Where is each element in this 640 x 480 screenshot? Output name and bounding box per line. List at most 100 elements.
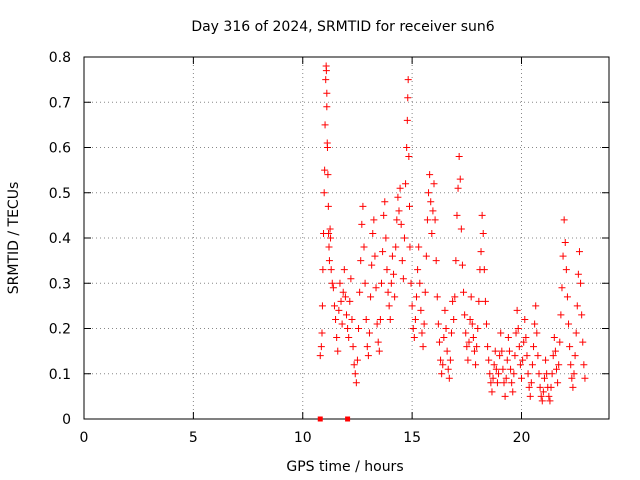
- data-point: [325, 257, 333, 265]
- data-point: [538, 397, 546, 405]
- data-point: [554, 379, 562, 387]
- data-point: [332, 315, 340, 323]
- data-point: [431, 216, 439, 224]
- data-point: [498, 347, 506, 355]
- data-point: [503, 356, 511, 364]
- data-point: [373, 320, 381, 328]
- data-point: [325, 229, 333, 237]
- data-point: [370, 216, 378, 224]
- data-point: [328, 279, 336, 287]
- y-axis-label: SRMTID / TECUs: [6, 182, 22, 295]
- data-point: [404, 94, 412, 102]
- x-axis-label: GPS time / hours: [286, 459, 403, 475]
- data-point: [551, 347, 559, 355]
- data-point: [490, 361, 498, 369]
- data-point: [542, 356, 550, 364]
- data-point: [350, 361, 358, 369]
- data-point: [346, 297, 354, 305]
- data-point: [327, 234, 335, 242]
- data-point: [403, 144, 411, 151]
- grid: [84, 57, 609, 419]
- data-point: [353, 356, 361, 364]
- data-point: [547, 383, 555, 391]
- data-point: [385, 302, 393, 310]
- data-point: [322, 76, 330, 84]
- y-tick-label: 0.2: [49, 322, 71, 338]
- data-point: [520, 338, 528, 346]
- data-point: [469, 334, 477, 342]
- data-point: [465, 338, 473, 346]
- data-point: [376, 315, 384, 323]
- data-point: [386, 315, 394, 323]
- data-point: [493, 379, 501, 387]
- data-point: [378, 279, 385, 287]
- data-point: [352, 379, 360, 387]
- data-point: [458, 261, 466, 269]
- data-point: [534, 352, 542, 360]
- data-point: [509, 388, 517, 396]
- data-point: [323, 144, 331, 151]
- data-point: [536, 383, 544, 391]
- data-point: [556, 338, 564, 346]
- data-point: [318, 302, 326, 310]
- data-point: [383, 266, 391, 274]
- data-point: [406, 202, 413, 210]
- data-point: [548, 370, 556, 378]
- data-point: [398, 257, 406, 265]
- data-point: [531, 320, 539, 328]
- data-point: [395, 207, 403, 215]
- data-point: [403, 116, 411, 124]
- data-point: [382, 234, 390, 242]
- data-point: [549, 352, 557, 360]
- data-point: [330, 302, 338, 310]
- data-point: [553, 365, 560, 373]
- data-point: [413, 293, 420, 301]
- data-point: [562, 266, 570, 274]
- data-point: [532, 302, 540, 310]
- tick-labels: 0 0.1 0.2 0.3 0.4 0.5 0.6 0.7 0.8 0 5 10 15 20: [49, 50, 531, 446]
- data-point: [399, 275, 407, 283]
- data-point: [453, 211, 461, 219]
- data-point: [560, 216, 568, 224]
- data-point: [452, 257, 460, 265]
- data-point: [419, 343, 427, 351]
- data-point: [348, 315, 356, 323]
- data-point: [555, 361, 563, 369]
- data-point: [422, 252, 430, 260]
- data-point: [416, 279, 424, 287]
- data-point: [539, 388, 547, 396]
- data-point: [405, 153, 413, 161]
- data-point: [480, 266, 488, 274]
- data-point: [349, 343, 357, 351]
- data-point: [358, 220, 366, 228]
- data-point: [474, 325, 482, 332]
- data-point: [457, 225, 465, 233]
- data-point: [317, 343, 325, 351]
- data-point: [440, 334, 448, 342]
- data-point: [362, 315, 370, 323]
- data-point: [496, 352, 504, 360]
- data-point: [455, 153, 463, 161]
- data-point: [409, 325, 417, 332]
- data-point: [391, 293, 399, 301]
- data-point: [528, 361, 536, 369]
- data-point: [479, 229, 487, 237]
- data-point: [341, 293, 349, 301]
- data-point: [369, 229, 377, 237]
- data-point: [577, 279, 585, 287]
- x-tick-label: 0: [80, 430, 89, 446]
- data-point: [527, 379, 535, 387]
- data-point: [579, 338, 587, 346]
- y-tick-label: 0.6: [49, 141, 71, 157]
- data-point: [545, 392, 553, 400]
- data-point: [483, 320, 490, 328]
- data-point: [365, 329, 373, 337]
- data-point: [501, 392, 509, 400]
- data-point: [338, 320, 346, 328]
- data-point: [340, 266, 348, 274]
- data-point: [487, 379, 495, 387]
- data-point: [442, 325, 450, 332]
- data-point: [497, 329, 505, 337]
- data-point: [319, 266, 327, 274]
